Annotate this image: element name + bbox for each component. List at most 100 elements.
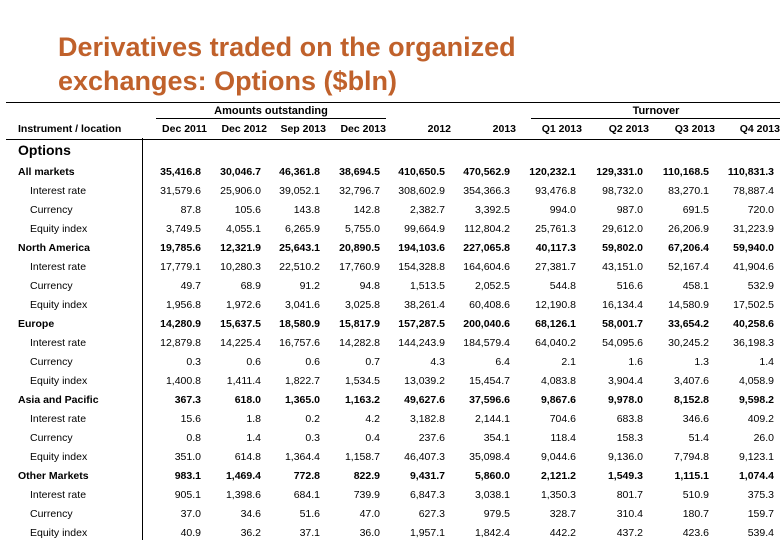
table-cell: 2,121.2: [540, 470, 576, 482]
table-cell: 437.2: [616, 527, 643, 539]
table-cell: 1,534.5: [344, 375, 380, 387]
table-row: Asia and Pacific 367.3 618.0 1,365.0 1,163.2…: [0, 392, 780, 409]
table-cell: 25,643.1: [279, 242, 320, 254]
table-cell: 15,637.5: [220, 318, 261, 330]
table-cell: 532.9: [747, 280, 774, 292]
table-cell: 9,431.7: [409, 470, 445, 482]
table-cell: 510.9: [682, 489, 709, 501]
table-cell: 2,052.5: [474, 280, 510, 292]
table-cell: 683.8: [616, 413, 643, 425]
table-row: Equity index 3,749.5 4,055.1 6,265.9 5,755.0…: [0, 221, 780, 238]
table-cell: 30,046.7: [220, 166, 261, 178]
table-cell: 1,398.6: [225, 489, 261, 501]
table-cell: 10,280.3: [220, 261, 261, 273]
row-label: Currency: [30, 280, 73, 292]
table-cell: 346.6: [682, 413, 709, 425]
table-cell: 60,408.6: [469, 299, 510, 311]
table-cell: 31,223.9: [733, 223, 774, 235]
table-row: Interest rate 31,579.6 25,906.0 39,052.1 32,…: [0, 183, 780, 200]
table-cell: 410,650.5: [398, 166, 445, 178]
table-cell: 1,972.6: [225, 299, 261, 311]
table-cell: 423.6: [682, 527, 709, 539]
table-cell: 801.7: [616, 489, 643, 501]
group-header-turnover: Turnover: [531, 105, 780, 119]
row-label: Europe: [18, 318, 55, 330]
table-row: Interest rate 12,879.8 14,225.4 16,757.6 14,…: [0, 335, 780, 352]
table-row: Interest rate 905.1 1,398.6 684.1 739.9 6,847…: [0, 487, 780, 504]
column-header: 2013: [492, 123, 516, 135]
table-cell: 25,906.0: [220, 185, 261, 197]
table-cell: 43,151.0: [602, 261, 643, 273]
table-cell: 3,038.1: [474, 489, 510, 501]
table-cell: 38,694.5: [339, 166, 380, 178]
table-cell: 51.4: [688, 432, 709, 444]
table-cell: 17,760.9: [339, 261, 380, 273]
table-cell: 822.9: [353, 470, 380, 482]
row-label: Equity index: [30, 299, 88, 311]
table-cell: 110,168.5: [662, 166, 709, 178]
group-header-outstanding: Amounts outstanding: [156, 105, 386, 119]
row-label: Equity index: [30, 223, 88, 235]
table-cell: 308,602.9: [398, 185, 445, 197]
row-label: Other Markets: [18, 470, 89, 482]
table-cell: 516.6: [616, 280, 643, 292]
table-cell: 17,779.1: [160, 261, 201, 273]
table-cell: 37,596.6: [469, 394, 510, 406]
table-row: Currency 0.8 1.4 0.3 0.4 237.6 354.1 118.4 158.3…: [0, 430, 780, 447]
table-cell: 614.8: [234, 451, 261, 463]
table-cell: 143.8: [293, 204, 320, 216]
table-cell: 1.4: [759, 356, 774, 368]
table-row: Currency 0.3 0.6 0.6 0.7 4.3 6.4 2.1 1.6 1.3 1.4: [0, 354, 780, 371]
table-cell: 375.3: [747, 489, 774, 501]
table-cell: 1,956.8: [165, 299, 201, 311]
table-cell: 351.0: [174, 451, 201, 463]
row-label: Equity index: [30, 527, 88, 539]
column-header-instrument: Instrument / location: [18, 123, 122, 135]
table-cell: 15.6: [180, 413, 201, 425]
table-cell: 14,580.9: [668, 299, 709, 311]
column-divider: [142, 138, 143, 540]
table-cell: 34.6: [240, 508, 261, 520]
table-cell: 52,167.4: [668, 261, 709, 273]
table-cell: 15,454.7: [469, 375, 510, 387]
column-header: Dec 2011: [162, 123, 207, 135]
table-cell: 704.6: [549, 413, 576, 425]
table-cell: 0.3: [186, 356, 201, 368]
table-cell: 1,822.7: [284, 375, 320, 387]
table-cell: 46,361.8: [279, 166, 320, 178]
table-cell: 5,860.0: [474, 470, 510, 482]
table-row: Equity index 1,400.8 1,411.4 1,822.7 1,534.5…: [0, 373, 780, 390]
table-cell: 93,476.8: [535, 185, 576, 197]
table-cell: 1,158.7: [344, 451, 380, 463]
table-cell: 772.8: [293, 470, 320, 482]
table-cell: 227,065.8: [463, 242, 510, 254]
slide-title-line-2: exchanges: Options ($bln): [58, 66, 398, 96]
table-cell: 91.2: [299, 280, 320, 292]
table-cell: 33,654.2: [668, 318, 709, 330]
table-cell: 310.4: [616, 508, 643, 520]
table-cell: 40,258.6: [733, 318, 774, 330]
table-cell: 1,411.4: [226, 375, 261, 387]
table-cell: 35,098.4: [469, 451, 510, 463]
table-cell: 112,804.2: [464, 223, 510, 235]
column-header: Q4 2013: [739, 123, 780, 135]
table-cell: 35,416.8: [160, 166, 201, 178]
table-cell: 129,331.0: [596, 166, 643, 178]
table-cell: 40,117.3: [535, 242, 576, 254]
table-cell: 409.2: [747, 413, 774, 425]
table-cell: 9,598.2: [738, 394, 774, 406]
table-cell: 328.7: [549, 508, 576, 520]
table-cell: 159.7: [747, 508, 774, 520]
table-cell: 30,245.2: [668, 337, 709, 349]
table-cell: 2,144.1: [474, 413, 510, 425]
table-cell: 118.4: [550, 432, 577, 444]
table-cell: 367.3: [174, 394, 201, 406]
row-label: Interest rate: [30, 185, 87, 197]
table-cell: 200,040.6: [463, 318, 510, 330]
table-cell: 3,392.5: [474, 204, 510, 216]
table-cell: 36.0: [359, 527, 380, 539]
row-label: Currency: [30, 204, 73, 216]
table-cell: 539.4: [747, 527, 774, 539]
table-cell: 29,612.0: [602, 223, 643, 235]
table-cell: 120,232.1: [529, 166, 576, 178]
